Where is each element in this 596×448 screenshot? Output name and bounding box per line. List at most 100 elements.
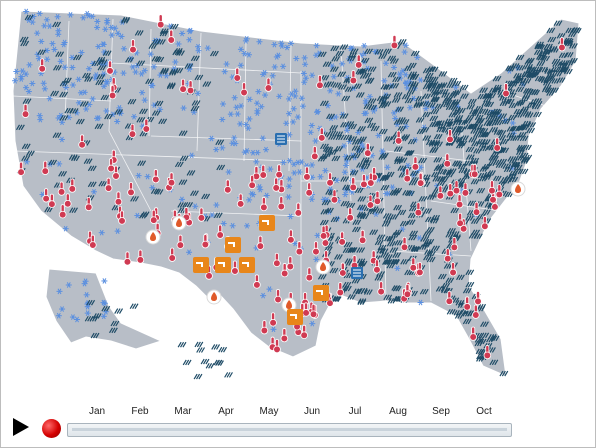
thermometer-icon[interactable] <box>17 161 25 176</box>
thermometer-icon[interactable] <box>231 260 239 275</box>
thermometer-icon[interactable] <box>286 256 295 271</box>
thermometer-icon[interactable] <box>443 153 452 168</box>
thermometer-icon[interactable] <box>107 158 115 173</box>
thermometer-icon[interactable] <box>89 234 97 249</box>
fire-icon[interactable] <box>315 259 331 275</box>
thermometer-icon[interactable] <box>127 181 135 197</box>
thermometer-icon[interactable] <box>483 345 492 360</box>
thermometer-icon[interactable] <box>349 176 358 192</box>
drought-faucet-icon[interactable] <box>313 285 329 301</box>
thermometer-icon[interactable] <box>474 291 482 306</box>
thermometer-icon[interactable] <box>360 173 368 189</box>
thermometer-icon[interactable] <box>373 190 382 205</box>
thermometer-icon[interactable] <box>112 165 120 180</box>
thermometer-icon[interactable] <box>558 37 566 52</box>
thermometer-icon[interactable] <box>319 225 328 240</box>
thermometer-icon[interactable] <box>260 196 268 212</box>
thermometer-icon[interactable] <box>463 296 471 311</box>
thermometer-icon[interactable] <box>450 236 459 252</box>
thermometer-icon[interactable] <box>317 127 326 142</box>
thermometer-icon[interactable] <box>403 283 412 299</box>
thermometer-icon[interactable] <box>461 182 470 197</box>
thermometer-icon[interactable] <box>414 202 423 217</box>
thermometer-icon[interactable] <box>326 172 334 187</box>
thermometer-icon[interactable] <box>274 289 282 304</box>
fire-icon[interactable] <box>206 289 222 305</box>
thermometer-icon[interactable] <box>303 166 311 181</box>
drought-faucet-icon[interactable] <box>287 309 303 325</box>
thermometer-icon[interactable] <box>273 252 281 268</box>
drought-faucet-icon[interactable] <box>259 215 275 231</box>
thermometer-icon[interactable] <box>390 34 399 50</box>
thermometer-icon[interactable] <box>123 251 132 266</box>
thermometer-icon[interactable] <box>42 188 50 203</box>
thermometer-icon[interactable] <box>118 210 126 225</box>
thermometer-icon[interactable] <box>336 282 345 297</box>
thermometer-icon[interactable] <box>309 303 318 319</box>
thermometer-icon[interactable] <box>364 142 372 157</box>
thermometer-icon[interactable] <box>411 156 420 171</box>
thermometer-icon[interactable] <box>240 82 248 97</box>
thermometer-icon[interactable] <box>260 320 269 335</box>
timeline-slider[interactable] <box>67 423 512 437</box>
thermometer-icon[interactable] <box>142 118 151 133</box>
thermometer-icon[interactable] <box>223 179 232 194</box>
drought-faucet-icon[interactable] <box>215 257 231 273</box>
thermometer-icon[interactable] <box>400 236 409 252</box>
record-icon[interactable] <box>42 419 61 438</box>
thermometer-icon[interactable] <box>216 224 224 239</box>
thermometer-icon[interactable] <box>443 248 452 263</box>
thermometer-icon[interactable] <box>367 172 375 187</box>
fire-icon[interactable] <box>145 229 161 245</box>
thermometer-icon[interactable] <box>136 249 145 264</box>
thermometer-icon[interactable] <box>416 172 425 187</box>
thermometer-icon[interactable] <box>456 212 464 228</box>
thermometer-icon[interactable] <box>409 257 418 272</box>
thermometer-icon[interactable] <box>305 182 313 197</box>
thermometer-icon[interactable] <box>346 207 354 222</box>
thermometer-icon[interactable] <box>339 262 347 277</box>
thermometer-icon[interactable] <box>252 165 261 181</box>
thermometer-icon[interactable] <box>63 193 72 208</box>
thermometer-icon[interactable] <box>470 163 479 179</box>
thermometer-icon[interactable] <box>481 215 489 231</box>
thermometer-icon[interactable] <box>179 78 187 93</box>
thermometer-icon[interactable] <box>38 58 46 73</box>
thermometer-icon[interactable] <box>354 54 363 69</box>
thermometer-icon[interactable] <box>186 80 195 95</box>
thermometer-icon[interactable] <box>369 250 378 265</box>
thermometer-icon[interactable] <box>488 180 496 195</box>
thermometer-icon[interactable] <box>446 128 454 144</box>
thermometer-icon[interactable] <box>493 137 501 152</box>
thermometer-icon[interactable] <box>256 235 265 250</box>
thermometer-icon[interactable] <box>152 169 160 184</box>
thermometer-icon[interactable] <box>469 326 477 341</box>
thermometer-icon[interactable] <box>452 180 461 195</box>
thermometer-icon[interactable] <box>416 262 424 277</box>
thermometer-icon[interactable] <box>275 164 283 179</box>
thermometer-icon[interactable] <box>57 181 66 196</box>
thermometer-icon[interactable] <box>310 145 319 161</box>
thermometer-icon[interactable] <box>114 191 123 206</box>
thermometer-icon[interactable] <box>377 281 385 296</box>
thermometer-icon[interactable] <box>201 234 210 249</box>
thermometer-icon[interactable] <box>300 324 308 340</box>
thermometer-icon[interactable] <box>370 166 378 182</box>
us-weather-events-map[interactable] <box>1 1 595 393</box>
thermometer-icon[interactable] <box>295 241 304 256</box>
thermometer-icon[interactable] <box>403 168 412 183</box>
thermometer-icon[interactable] <box>84 196 93 212</box>
thermometer-icon[interactable] <box>287 229 295 244</box>
thermometer-icon[interactable] <box>253 274 261 289</box>
thermometer-icon[interactable] <box>104 177 113 192</box>
thermometer-icon[interactable] <box>455 194 464 209</box>
thermometer-icon[interactable] <box>167 172 176 187</box>
thermometer-icon[interactable] <box>236 193 245 208</box>
thermometer-icon[interactable] <box>312 241 320 256</box>
thermometer-icon[interactable] <box>366 194 375 209</box>
fire-icon[interactable] <box>510 181 526 197</box>
thermometer-icon[interactable] <box>302 302 310 317</box>
thermometer-icon[interactable] <box>248 174 256 190</box>
thermometer-icon[interactable] <box>149 209 158 224</box>
thermometer-icon[interactable] <box>233 67 242 82</box>
